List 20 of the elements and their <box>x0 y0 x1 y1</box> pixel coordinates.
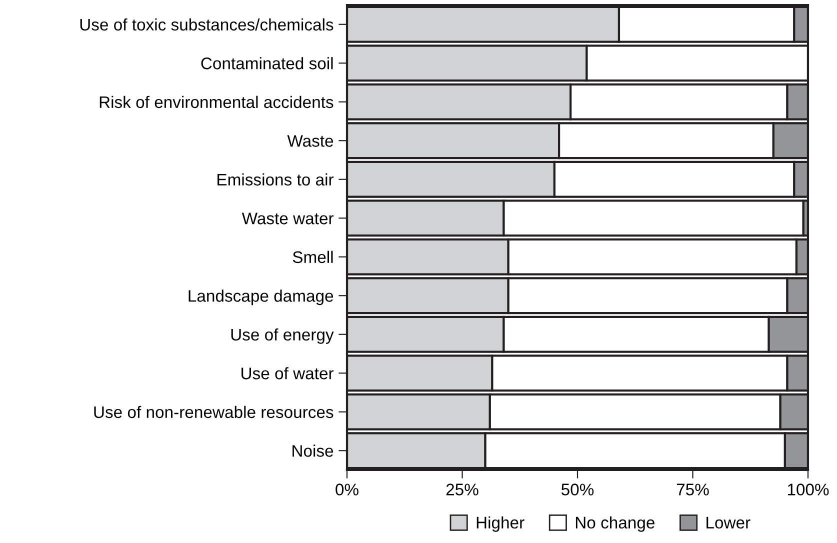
legend-label: Higher <box>476 516 524 532</box>
y-tick-label: Landscape damage <box>188 290 334 306</box>
y-tick-label: Emissions to air <box>218 173 334 186</box>
legend-label: No change <box>576 516 654 532</box>
y-tick-label: Waste <box>287 135 334 147</box>
y-tick-label: Waste water <box>242 212 334 224</box>
y-tick-label: Use of toxic substances/chemicals <box>80 18 334 31</box>
x-tick-label: 0% <box>336 484 358 496</box>
y-tick-label: Noise <box>292 444 334 457</box>
x-tick-label: 100% <box>788 484 829 496</box>
x-tick-label: 50% <box>561 484 594 496</box>
y-tick-label: Risk of environmental accidents <box>100 96 334 108</box>
x-tick-label: 25% <box>446 484 478 496</box>
y-tick-label: Use of water <box>242 367 334 380</box>
y-tick-label: Use of non-renewable resources <box>94 406 334 418</box>
x-tick-label: 75% <box>676 484 709 496</box>
y-tick-label: Use of energy <box>231 328 334 344</box>
legend-label: Lower <box>706 516 750 529</box>
y-tick-label: Contaminated soil <box>201 57 333 70</box>
y-tick-label: Smell <box>292 250 333 264</box>
